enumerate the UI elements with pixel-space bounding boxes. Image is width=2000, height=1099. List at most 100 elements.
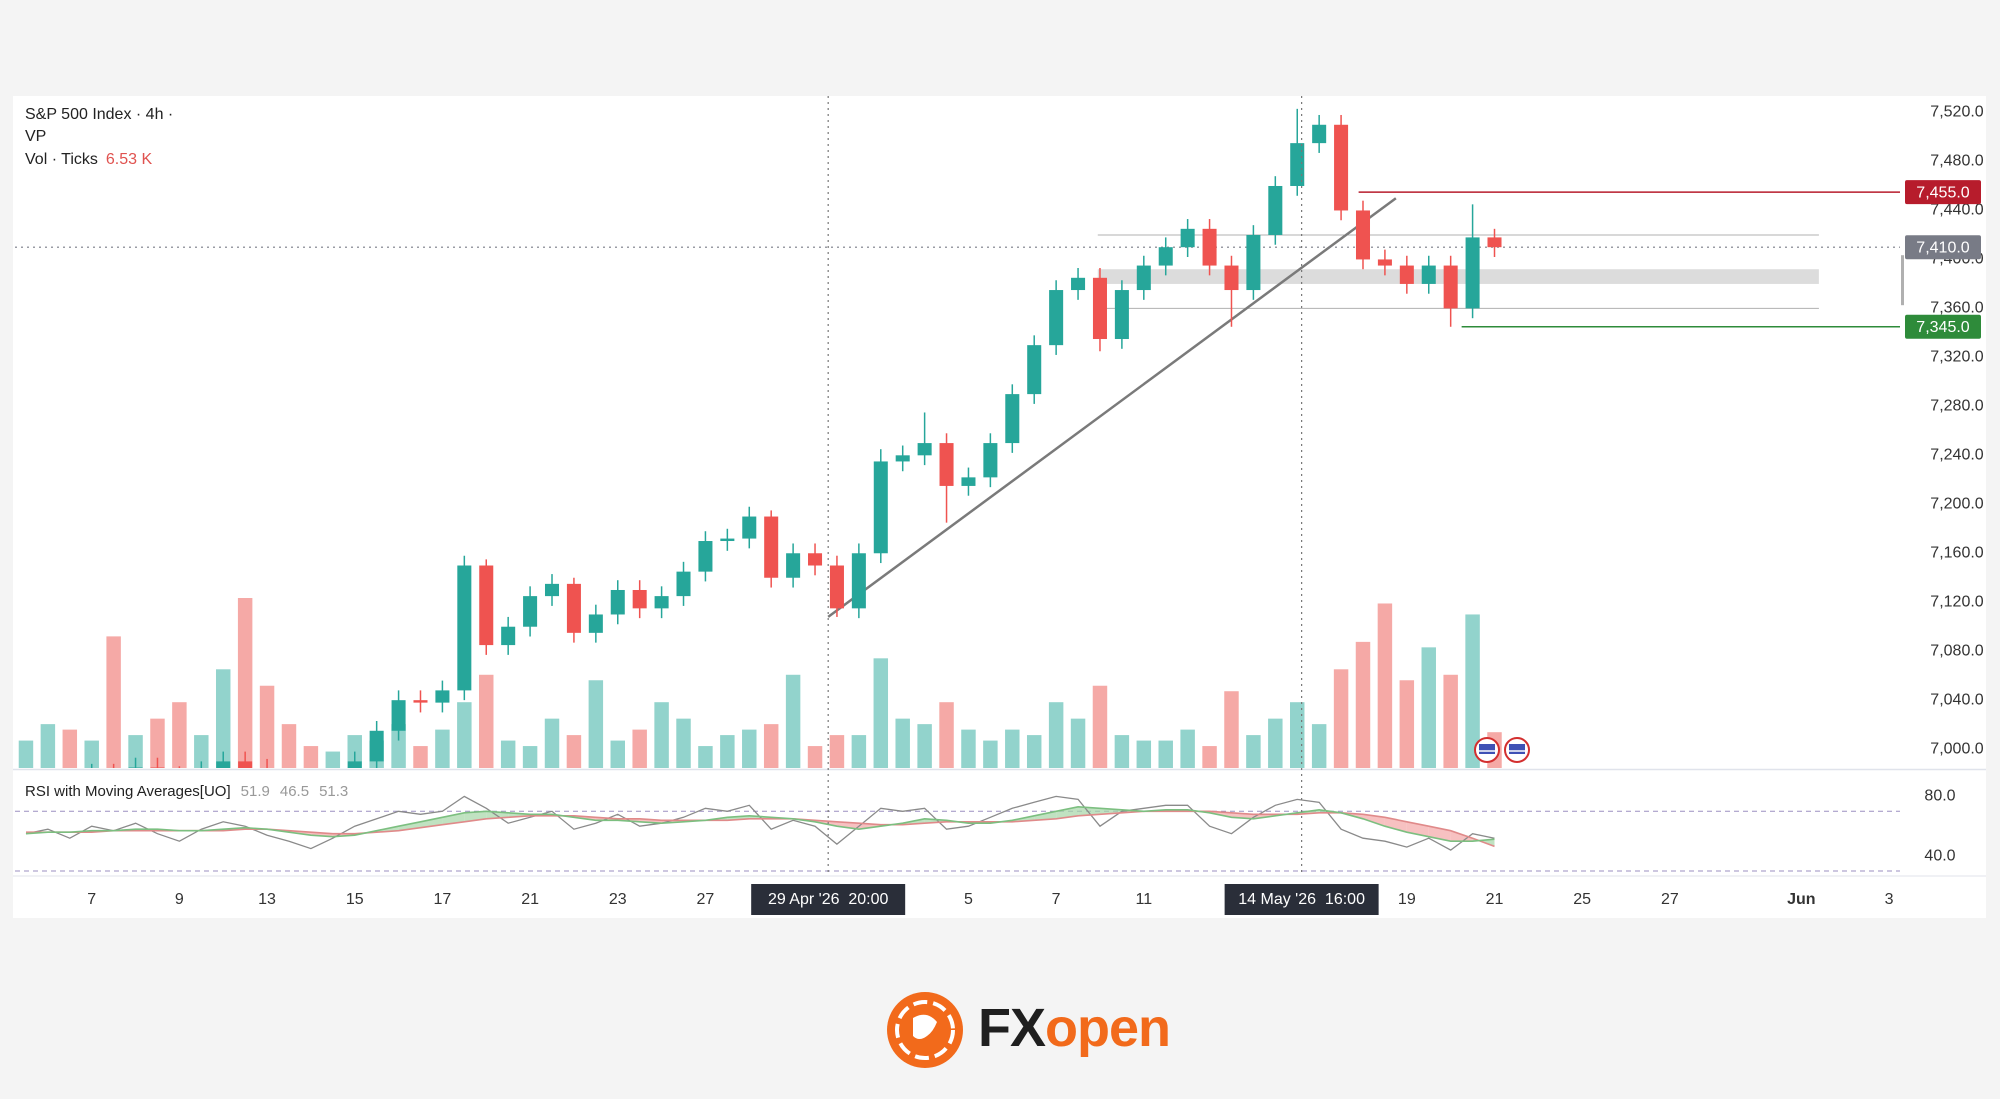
candle-body [698, 541, 713, 572]
volume-bar [983, 740, 998, 768]
rsi-legend-value: 51.3 [319, 783, 348, 800]
y-tick-label: 7,440.0 [1930, 202, 1983, 219]
rsi-ma-fill [1034, 811, 1057, 821]
candle-body [588, 614, 603, 633]
volume-bar [18, 740, 34, 768]
volume-bar [325, 751, 341, 768]
rsi-layer [15, 795, 1900, 872]
candle-body [1071, 277, 1086, 291]
volume-bar [1399, 680, 1415, 768]
candle-body [1027, 345, 1042, 395]
chart-subtitle: VP [25, 128, 46, 145]
rsi-legend-value: 46.5 [280, 783, 309, 800]
volume-bar [544, 718, 560, 768]
x-tick-label: 7 [87, 891, 96, 908]
candle-body [457, 565, 472, 691]
x-tick-label: 11 [1136, 891, 1153, 908]
volume-bar [347, 735, 362, 768]
candle-body [216, 761, 231, 768]
volume-bar [391, 724, 406, 768]
candle-body [961, 477, 976, 486]
candle-body [1443, 265, 1458, 309]
volume-bar [1290, 702, 1305, 768]
volume-bar [676, 718, 691, 768]
trendline [827, 197, 1397, 618]
x-tick-label: 23 [609, 891, 627, 908]
rsi-ma-fill [398, 821, 421, 831]
y-tick-label: 7,000.0 [1930, 740, 1983, 757]
rsi-legend: RSI with Moving Averages[UO] 51.9 46.5 51.3 [25, 783, 348, 800]
price-tag [1905, 235, 1981, 260]
rsi-tick-label: 80.0 [1924, 788, 1955, 805]
volume-bar [917, 724, 932, 768]
logo-icon-head [913, 1014, 937, 1039]
candle-body [501, 626, 516, 646]
volume-bar [720, 735, 735, 768]
candle-body [1312, 124, 1327, 144]
candle-body [413, 700, 428, 703]
event-flag[interactable] [1504, 737, 1530, 763]
y-tick-label: 7,480.0 [1930, 153, 1983, 170]
x-tick-label: 7 [1052, 891, 1061, 908]
rsi-legend-value: 51.9 [241, 783, 270, 800]
candle-body [1180, 228, 1195, 248]
y-tick-label: 7,040.0 [1930, 691, 1983, 708]
x-tick-label: 21 [521, 891, 539, 908]
x-tick-label: 19 [1398, 891, 1416, 908]
x-tick-label: 3 [1885, 891, 1894, 908]
candle-body [742, 516, 757, 539]
volume-legend-value: 6.53 K [106, 151, 153, 168]
candle-body [1377, 259, 1392, 266]
candle-body [676, 571, 691, 597]
price-tag [1905, 180, 1981, 205]
volume-bar [194, 735, 209, 768]
candle-body [1355, 210, 1371, 260]
y-tick-label: 7,200.0 [1930, 496, 1983, 513]
candle-body [1224, 265, 1239, 291]
volume-bar [829, 735, 845, 768]
logo: FXopen [887, 992, 1171, 1068]
volume-bar [106, 636, 121, 768]
candle-body [391, 700, 406, 731]
candle-body [1334, 124, 1349, 211]
candle-body [654, 596, 669, 609]
chart-panel [13, 96, 1986, 918]
volume-bar [1443, 674, 1458, 768]
crosshair-tag [751, 884, 906, 915]
candle-body [1421, 265, 1436, 284]
price-tag-label: 7,410.0 [1916, 239, 1969, 256]
logo-icon-mane [895, 1000, 955, 1060]
candle-body [1246, 234, 1261, 291]
volume-bar [1048, 702, 1064, 768]
volume-bar [522, 746, 538, 768]
x-tick-label: Jun [1787, 891, 1815, 908]
volume-bar [435, 729, 450, 768]
volume-bar [873, 658, 889, 768]
price-tag-label: 7,345.0 [1916, 319, 1969, 336]
rsi-line [25, 805, 1495, 842]
x-tick-label: 9 [175, 891, 184, 908]
volume-bar [1026, 735, 1042, 768]
volume-bar [1465, 614, 1480, 768]
volume-bar [654, 702, 669, 768]
volume-bar [1092, 685, 1108, 768]
event-flag[interactable] [1474, 737, 1500, 763]
x-tick-label: 17 [434, 891, 452, 908]
volume-bar [698, 746, 713, 768]
axis-layer: RSI with Moving Averages[UO] 51.9 46.5 51.3… [25, 96, 1984, 915]
volume-bar [1421, 647, 1436, 768]
candle-body [347, 761, 362, 768]
volume-bar [1158, 740, 1173, 768]
volume-bar [413, 746, 428, 768]
candle-body [1092, 277, 1107, 340]
volume-bar [40, 724, 56, 768]
volume-layer [18, 598, 1502, 768]
candle-body [917, 443, 932, 456]
volume-bar [1136, 740, 1152, 768]
x-tick-label: 15 [346, 891, 364, 908]
candle-body [851, 553, 866, 609]
candle-body [1158, 247, 1173, 266]
volume-bar [763, 724, 779, 768]
volume-bar [961, 729, 976, 768]
y-tick-label: 7,520.0 [1930, 104, 1983, 121]
